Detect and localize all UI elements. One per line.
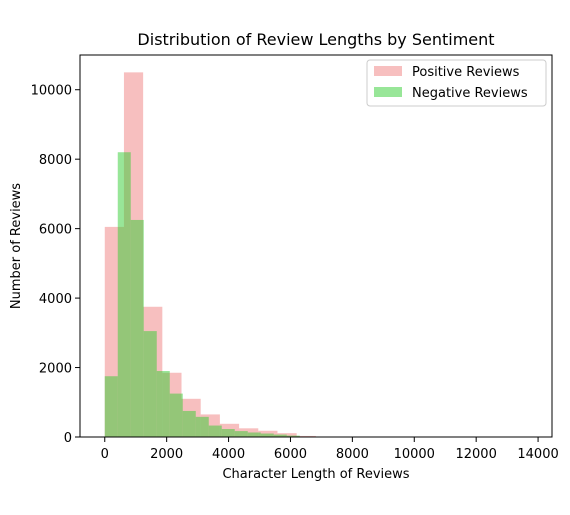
- negative-bar-6: [182, 410, 196, 437]
- legend-swatch-negative: [374, 87, 402, 97]
- negative-bar-3: [143, 331, 157, 437]
- negative-bar-7: [195, 416, 209, 437]
- x-tick-label-7: 14000: [517, 447, 558, 462]
- y-tick-label-4: 8000: [39, 153, 72, 168]
- negative-bar-8: [208, 425, 222, 437]
- negative-bar-12: [260, 433, 274, 437]
- y-tick-label-3: 6000: [39, 223, 72, 238]
- y-tick-label-2: 4000: [39, 292, 72, 307]
- legend: Positive Reviews Negative Reviews: [366, 59, 547, 107]
- y-tick-label-5: 10000: [31, 84, 72, 99]
- chart-title: Distribution of Review Lengths by Sentim…: [137, 30, 494, 49]
- negative-bar-13: [273, 434, 287, 437]
- x-axis-label: Character Length of Reviews: [222, 467, 409, 482]
- x-tick-label-6: 12000: [455, 447, 496, 462]
- y-axis: 0 2000 4000 6000 8000 10000: [31, 84, 80, 446]
- bars-layer: [104, 72, 527, 438]
- legend-label-positive: Positive Reviews: [412, 65, 520, 80]
- x-axis: 0 2000 4000 6000 8000 10000 12000 14000: [101, 437, 559, 462]
- x-tick-label-1: 2000: [150, 447, 183, 462]
- legend-swatch-positive: [374, 66, 402, 76]
- negative-bar-10: [234, 431, 248, 437]
- legend-box: [366, 59, 547, 107]
- negative-bar-11: [247, 432, 261, 437]
- negative-bar-9: [221, 429, 235, 437]
- x-tick-label-2: 4000: [212, 447, 245, 462]
- negative-bar-14: [286, 435, 300, 437]
- x-tick-label-3: 6000: [274, 447, 307, 462]
- y-tick-label-1: 2000: [39, 362, 72, 377]
- x-tick-label-5: 10000: [394, 447, 435, 462]
- negative-bar-2: [130, 219, 144, 437]
- negative-bar-1: [117, 152, 131, 437]
- negative-bar-0: [104, 376, 118, 437]
- y-tick-label-0: 0: [64, 431, 72, 446]
- negative-bar-4: [156, 371, 170, 437]
- x-tick-label-0: 0: [101, 447, 109, 462]
- x-tick-label-4: 8000: [336, 447, 369, 462]
- legend-label-negative: Negative Reviews: [412, 86, 528, 101]
- negative-bar-5: [169, 393, 183, 437]
- y-axis-label: Number of Reviews: [9, 183, 24, 309]
- positive-bar-9: [277, 433, 297, 437]
- plot-frame: [79, 54, 553, 438]
